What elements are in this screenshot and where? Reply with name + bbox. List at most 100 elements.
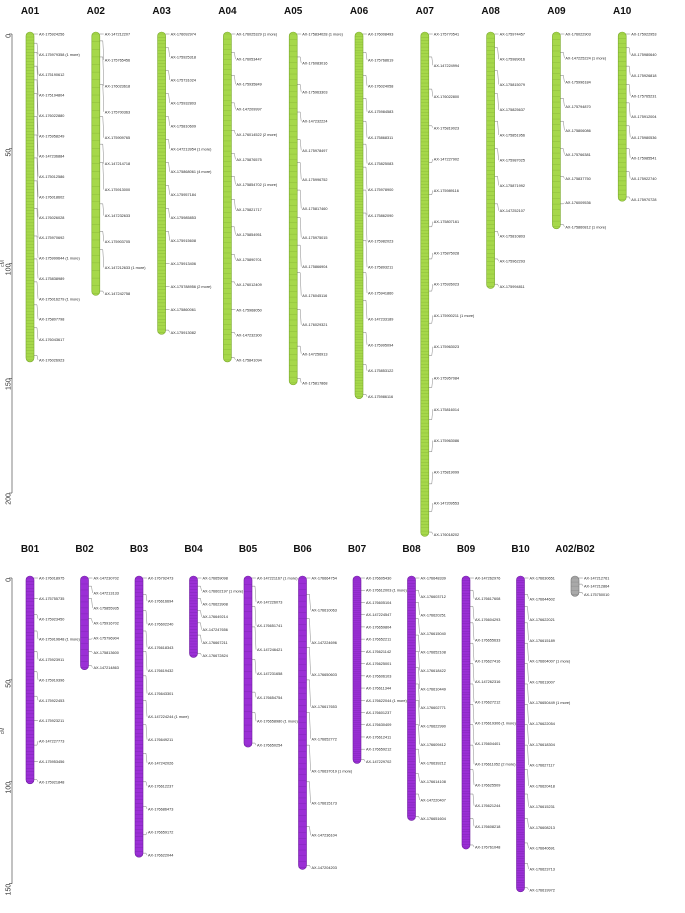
chromosome-name: B04 [184,544,203,555]
marker-connector [363,759,366,762]
marker-connector [309,826,311,836]
marker-label: AX-147226073 [257,600,282,604]
marker-label: AX-175851956 [500,133,525,137]
marker-label: AX-147231658 [257,672,282,676]
chromosome-b10: B10 AX-176630651 AX-176644602 AX-176622021 A… [511,544,571,892]
marker-label: AX-176604293 [475,618,500,622]
marker-connector [472,663,475,682]
marker-connector [36,79,39,116]
marker-label: AX-147209997 [236,108,261,112]
marker-label: AX-176622990 [421,724,446,728]
marker-connector [300,309,302,325]
marker-label: AX-176025329 (1 more) [236,33,277,37]
marker-connector [497,70,499,85]
marker-label: AX-175925318 [171,55,196,59]
marker-connector [365,364,368,371]
marker-label: AX-176602197 (1 more) [203,589,244,593]
marker-label: AX-175893211 [368,266,393,270]
marker-connector [36,208,39,238]
marker-label: AX-176616694 [148,600,173,604]
marker-connector [365,121,368,138]
marker-connector [168,231,170,241]
marker-connector [145,853,148,856]
marker-connector [527,594,529,599]
marker-connector [365,272,368,294]
chromosome-a03: A03 AX-176092974 AX-175925318 AX-175731024 A… [152,6,212,335]
marker-connector [168,330,170,333]
marker-label: AX-176611344 [366,687,391,691]
marker-label: AX-175970728 [631,198,656,202]
chromosome-a10: A10 AX-175922953 AX-175980640 AX-175926818 A… [613,6,657,202]
marker-label: AX-175868311 [368,136,393,140]
y-axis-unit: cM [0,260,6,267]
marker-label: AX-175923450 [39,617,64,621]
marker-connector [36,258,39,279]
marker-label: AX-176643301 [148,692,173,696]
marker-label: AX-176615189 [530,639,555,643]
marker-label: AX-176615040 [421,632,446,636]
marker-label: AX-175913000 [105,188,130,192]
marker-connector [309,712,311,739]
chromosome-bar [80,575,89,670]
marker-label: AX-176650254 [257,744,282,748]
marker-connector [527,842,529,849]
marker-connector [418,700,420,726]
y-axis-unit: cM [0,728,6,735]
marker-label: AX-175766381 [565,153,590,157]
marker-connector [234,199,236,210]
chromosome-name: B01 [21,544,40,555]
marker-label: AX-176603712 [421,595,446,599]
marker-connector [145,610,148,625]
marker-connector [472,704,475,723]
marker-label: AX-175876575 [236,158,261,162]
marker-connector [36,779,39,782]
marker-label: AX-176652772 [312,737,337,741]
marker-label: AX-176601237 [366,711,391,715]
marker-connector [365,240,368,268]
chromosome-bar [407,575,416,821]
marker-label: AX-176621142 [366,650,391,654]
marker-connector [365,144,368,164]
marker-connector [36,327,39,340]
marker-connector [145,781,148,786]
marker-connector [527,818,529,828]
marker-connector [497,176,499,186]
chromosome-name: A01 [21,6,40,17]
marker-label: AX-147224244 (1 more) [148,715,189,719]
marker-connector [629,125,631,138]
marker-connector [527,622,529,641]
marker-connector [145,700,148,717]
marker-connector [36,696,39,701]
marker-label: AX-175866904 [302,265,327,269]
marker-connector [418,749,420,763]
chromosome-name: A04 [218,6,237,17]
marker-label: AX-175974457 [500,33,525,37]
marker-label: AX-147236104 [312,834,337,838]
marker-connector [365,332,368,345]
y-tick-label: 100 [6,782,13,794]
chromosome-name: B07 [348,544,367,555]
marker-label: AX-176612237 [148,784,173,788]
marker-label: AX-175903705 [105,240,130,244]
marker-label: AX-175807798 [39,318,64,322]
marker-label: AX-176022800 [434,95,459,99]
marker-label: AX-176654754 [257,696,282,700]
marker-label: AX-147212633 (1 more) [105,266,146,270]
marker-label: AX-175815079 [500,83,525,87]
marker-connector [472,769,475,785]
marker-label: AX-175941860 [368,292,393,296]
marker-label: AX-176627117 [530,764,555,768]
marker-connector [497,231,499,237]
marker-connector [254,659,257,674]
marker-label: AX-175921848 [39,780,64,784]
marker-label: AX-176659212 [366,748,391,752]
marker-label: AX-147227902 [434,158,459,162]
marker-connector [472,590,475,599]
chromosome-name: B06 [293,544,312,555]
marker-label: AX-176672824 [203,654,228,658]
marker-connector [36,651,39,660]
marker-connector [300,84,302,93]
chromosome-bar [157,31,166,335]
marker-label: AX-176652108 [421,650,446,654]
marker-label: AX-147242026 [148,761,173,765]
